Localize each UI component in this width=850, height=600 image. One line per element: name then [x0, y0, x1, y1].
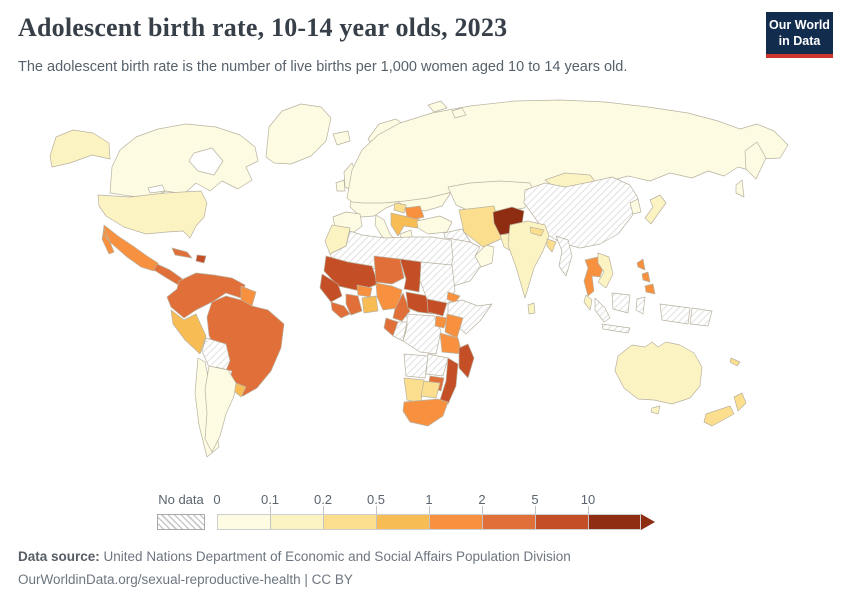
legend-arrow	[641, 514, 655, 530]
region-ireland[interactable]	[335, 179, 346, 192]
owid-logo[interactable]: Our World in Data	[766, 12, 833, 58]
legend-tickmark	[323, 506, 324, 530]
region-greenland[interactable]	[265, 103, 332, 165]
region-papua-new-guinea[interactable]	[689, 307, 713, 327]
region-korea[interactable]	[629, 198, 642, 215]
legend-tick-5: 5	[531, 492, 539, 507]
region-botswana[interactable]	[420, 380, 441, 399]
legend-tick-0: 0	[213, 492, 221, 507]
legend-tick-0.1: 0.1	[260, 492, 280, 507]
region-usa[interactable]	[97, 190, 208, 239]
region-northern-south-america[interactable]	[166, 272, 246, 319]
region-angola[interactable]	[403, 353, 429, 379]
legend-tickmark	[270, 506, 271, 530]
great-lakes	[147, 184, 166, 194]
region-tasmania[interactable]	[650, 405, 661, 415]
region-australia[interactable]	[614, 341, 703, 405]
region-uganda[interactable]	[434, 315, 448, 329]
region-namibia[interactable]	[403, 377, 425, 404]
region-ghana[interactable]	[361, 295, 379, 314]
source-label: Data source:	[18, 549, 100, 564]
region-peru[interactable]	[170, 309, 207, 355]
region-japan[interactable]	[644, 194, 667, 225]
region-cuba[interactable]	[171, 247, 193, 259]
region-hispaniola[interactable]	[195, 254, 207, 264]
legend-tickmark	[482, 506, 483, 530]
region-niger[interactable]	[373, 255, 405, 285]
region-indochina[interactable]	[597, 252, 614, 289]
region-arctic-islands[interactable]	[427, 100, 467, 119]
region-philippines[interactable]	[636, 258, 656, 295]
no-data-swatch	[157, 514, 205, 530]
region-nepal[interactable]	[529, 226, 545, 237]
region-south-sudan[interactable]	[426, 298, 448, 317]
region-myanmar[interactable]	[555, 235, 573, 277]
legend-tick-0.2: 0.2	[313, 492, 333, 507]
source-line: Data source: United Nations Department o…	[18, 546, 571, 569]
region-alaska[interactable]	[49, 129, 111, 168]
region-canada[interactable]	[109, 123, 259, 199]
legend-bin-0.2-0.5[interactable]	[323, 514, 376, 530]
region-drc[interactable]	[402, 313, 442, 355]
legend-colorbar: 0 0.1 0.2 0.5 1 2 5 10	[213, 492, 662, 532]
no-data-label: No data	[158, 492, 204, 507]
region-sri-lanka[interactable]	[527, 302, 536, 315]
legend-tickmark	[429, 506, 430, 530]
legend-bin-2-5[interactable]	[482, 514, 535, 530]
chart-footer: Data source: United Nations Department o…	[18, 546, 571, 592]
region-balkans[interactable]	[390, 212, 421, 237]
legend-bin-0.1-0.2[interactable]	[270, 514, 323, 530]
legend-tickmark	[588, 506, 589, 530]
region-hungary[interactable]	[393, 202, 407, 214]
region-south-africa[interactable]	[402, 398, 449, 427]
region-cote-divoire[interactable]	[345, 293, 363, 316]
region-india[interactable]	[507, 220, 550, 299]
region-senegal-guinea[interactable]	[319, 273, 343, 303]
region-mexico[interactable]	[101, 224, 159, 272]
region-new-zealand[interactable]	[703, 392, 747, 427]
region-madagascar[interactable]	[458, 343, 475, 379]
legend-bin-1-2[interactable]	[429, 514, 482, 530]
region-malay-peninsula[interactable]	[583, 294, 593, 311]
legend-tick-10: 10	[580, 492, 596, 507]
region-zambia[interactable]	[425, 353, 449, 377]
region-argentina[interactable]	[204, 365, 237, 453]
region-mozambique[interactable]	[439, 357, 459, 405]
legend-tick-2: 2	[478, 492, 486, 507]
chart-subtitle: The adolescent birth rate is the number …	[18, 59, 628, 75]
world-map	[0, 95, 850, 495]
footer-link[interactable]: OurWorldinData.org/sexual-reproductive-h…	[18, 571, 353, 587]
legend-tick-1: 1	[425, 492, 433, 507]
logo-line-1: Our World	[769, 18, 830, 32]
map-legend: No data 0 0.1 0.2 0.5 1 2 5 10	[0, 492, 850, 534]
region-cameroon[interactable]	[392, 292, 411, 322]
region-iceland[interactable]	[332, 130, 351, 146]
legend-bin-0-0.1[interactable]	[217, 514, 270, 530]
region-bangladesh[interactable]	[546, 238, 557, 253]
region-indonesia[interactable]	[594, 292, 691, 334]
world-map-svg	[49, 99, 789, 458]
region-sierra-leone-liberia[interactable]	[330, 301, 351, 319]
region-kamchatka[interactable]	[744, 141, 767, 180]
region-iran[interactable]	[458, 205, 504, 248]
hudson-bay	[188, 147, 224, 176]
legend-tickmark	[376, 506, 377, 530]
legend-bin-5-10[interactable]	[535, 514, 588, 530]
region-sakhalin[interactable]	[735, 179, 745, 198]
legend-bin-0.5-1[interactable]	[376, 514, 429, 530]
region-kenya[interactable]	[444, 313, 464, 339]
source-text: United Nations Department of Economic an…	[103, 549, 571, 564]
legend-tickmark	[535, 506, 536, 530]
region-turkey[interactable]	[416, 215, 453, 235]
legend-tick-0.5: 0.5	[366, 492, 386, 507]
legend-bin-10-plus[interactable]	[588, 514, 641, 530]
chart-title: Adolescent birth rate, 10-14 year olds, …	[18, 13, 508, 42]
region-new-caledonia[interactable]	[729, 357, 741, 367]
logo-line-2: in Data	[778, 34, 821, 49]
legend-no-data[interactable]: No data	[157, 492, 205, 530]
region-chad[interactable]	[399, 258, 423, 293]
